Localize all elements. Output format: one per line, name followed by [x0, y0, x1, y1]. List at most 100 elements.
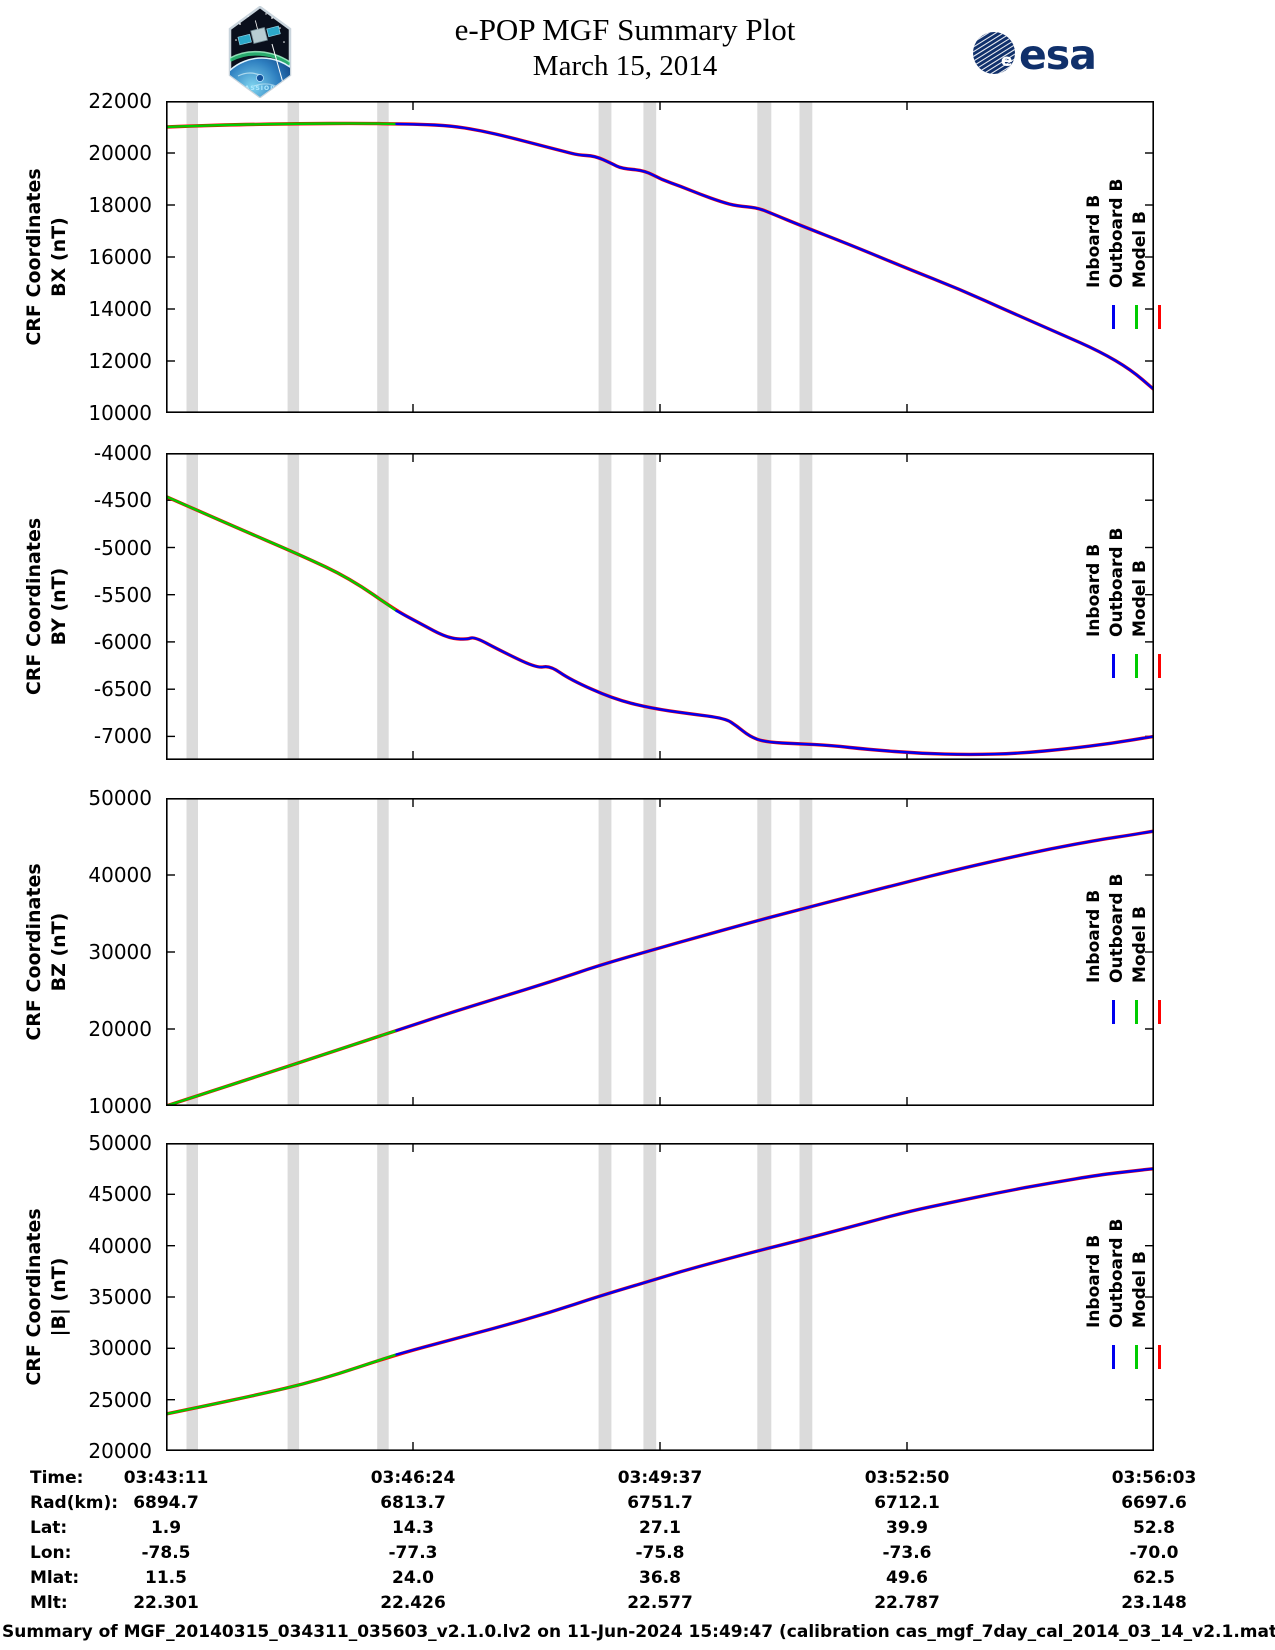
ephemeris-value: 03:46:24: [370, 1468, 456, 1488]
legend-swatch-outboard: [1135, 999, 1138, 1024]
ephemeris-value: -73.6: [882, 1543, 932, 1563]
series-outboard-b: [166, 495, 398, 612]
calibration-band: [186, 453, 198, 760]
series-model-b: [166, 494, 1154, 757]
calibration-band: [377, 798, 389, 1106]
y-tick-label: 20000: [88, 1439, 152, 1463]
series-outboard-b: [166, 1353, 398, 1416]
legend-label-outboard: Outboard B: [1107, 527, 1127, 638]
series-inboard-b: [395, 1167, 1154, 1356]
ephemeris-value: 22.426: [380, 1593, 446, 1613]
y-tick-label: 30000: [88, 940, 152, 964]
y-tick-label: 20000: [88, 141, 152, 165]
calibration-band: [287, 1143, 300, 1451]
panel-by: CRF Coordinates BY (nT) -4000 -4500 -5000 -55…: [0, 442, 1275, 760]
calibration-band: [186, 1143, 198, 1451]
legend-label-inboard: Inboard B: [1084, 889, 1104, 983]
legend-swatch-inboard: [1112, 305, 1115, 330]
calibration-band: [186, 101, 198, 413]
ephemeris-value: 36.8: [639, 1568, 681, 1588]
esa-wordmark: esa: [1019, 31, 1096, 79]
legend-swatch-model: [1158, 1344, 1161, 1369]
calibration-band: [598, 1143, 612, 1451]
legend-swatch-inboard: [1112, 1344, 1115, 1369]
y-tick-label: 35000: [88, 1285, 152, 1309]
series-model-b: [166, 121, 1154, 392]
calibration-band: [598, 798, 612, 1106]
ephemeris-value: 11.5: [145, 1568, 187, 1588]
y-tick-label: -7000: [93, 724, 152, 749]
axes-border: [166, 101, 1154, 413]
panel-bmag: CRF Coordinates |B| (nT) 50000 45000 40000 35…: [0, 1132, 1275, 1462]
y-tick-label: -6500: [93, 677, 152, 702]
ephemeris-row-label: Lon:: [30, 1543, 72, 1563]
calibration-band: [643, 1143, 657, 1451]
ephemeris-value: 6894.7: [133, 1493, 199, 1513]
legend-swatch-model: [1158, 654, 1161, 679]
calibration-band: [757, 453, 772, 760]
calibration-band: [377, 101, 389, 413]
plot-bz: [166, 798, 1154, 1106]
plot-bx: [166, 101, 1154, 413]
esa-globe-e: e: [1001, 51, 1013, 71]
series-inboard-b: [395, 829, 1154, 1032]
legend-label-inboard: Inboard B: [1084, 544, 1104, 638]
calibration-band: [799, 1143, 813, 1451]
y-tick-label: 50000: [88, 1131, 152, 1155]
panel-bz: CRF Coordinates BZ (nT) 50000 40000 30000 200…: [0, 787, 1275, 1117]
ephemeris-value: 22.787: [874, 1593, 940, 1613]
ephemeris-value: 6813.7: [380, 1493, 446, 1513]
legend-label-model: Model B: [1130, 211, 1150, 289]
calibration-band: [799, 101, 813, 413]
y-tick-label: 20000: [88, 1017, 152, 1041]
y-tick-label: 16000: [88, 245, 152, 269]
legend-label-outboard: Outboard B: [1107, 178, 1127, 289]
calibration-band: [598, 101, 612, 413]
ephemeris-value: 03:52:50: [864, 1468, 950, 1488]
legend-label-model: Model B: [1130, 905, 1150, 983]
y-tick-label: -5000: [93, 535, 152, 560]
y-tick-label: 18000: [88, 193, 152, 217]
legend-label-model: Model B: [1130, 560, 1150, 638]
calibration-band: [643, 101, 657, 413]
series-inboard-b: [395, 122, 1154, 391]
axes-border: [166, 1143, 1154, 1451]
legend-label-outboard: Outboard B: [1107, 873, 1127, 983]
calibration-band: [186, 798, 198, 1106]
plot-by: [166, 453, 1154, 760]
ephemeris-value: -78.5: [141, 1543, 191, 1563]
ephemeris-row-label: Lat:: [30, 1518, 68, 1538]
calibration-band: [377, 1143, 389, 1451]
legend-label-inboard: Inboard B: [1084, 1234, 1104, 1328]
y-tick-label: 45000: [88, 1182, 152, 1207]
y-tick-label: 10000: [88, 1094, 152, 1118]
calibration-band: [643, 453, 657, 760]
panel-bx: CRF Coordinates BX (nT) 22000 20000 18000 160…: [0, 90, 1275, 424]
tick-marks: [166, 453, 1154, 760]
ephemeris-value: 62.5: [1133, 1568, 1175, 1588]
ephemeris-value: -70.0: [1129, 1543, 1179, 1563]
y-tick-label: -5500: [93, 582, 152, 607]
legend-label-model: Model B: [1130, 1250, 1150, 1328]
ephemeris-row-label: Time:: [30, 1468, 84, 1488]
calibration-band: [287, 101, 300, 413]
legend-swatch-outboard: [1135, 1344, 1138, 1369]
y-tick-label: 25000: [88, 1387, 152, 1412]
calibration-band: [377, 453, 389, 760]
patch-text: CASSIOPE: [239, 85, 280, 92]
ephemeris-value: 23.148: [1121, 1593, 1187, 1613]
legend-label-inboard: Inboard B: [1084, 195, 1104, 289]
ephemeris-value: 39.9: [886, 1518, 928, 1538]
ephemeris-value: 27.1: [639, 1518, 681, 1538]
calibration-band: [757, 798, 772, 1106]
axes-border: [166, 453, 1154, 760]
y-tick-label: -6000: [93, 629, 152, 654]
legend-swatch-inboard: [1112, 654, 1115, 679]
y-tick-label: 10000: [88, 401, 152, 425]
calibration-band: [287, 453, 300, 760]
tick-marks: [166, 798, 1154, 1106]
file-summary-footer: Summary of MGF_20140315_034311_035603_v2…: [2, 1622, 1275, 1642]
calibration-band: [757, 1143, 772, 1451]
y-tick-label: 12000: [88, 349, 152, 373]
